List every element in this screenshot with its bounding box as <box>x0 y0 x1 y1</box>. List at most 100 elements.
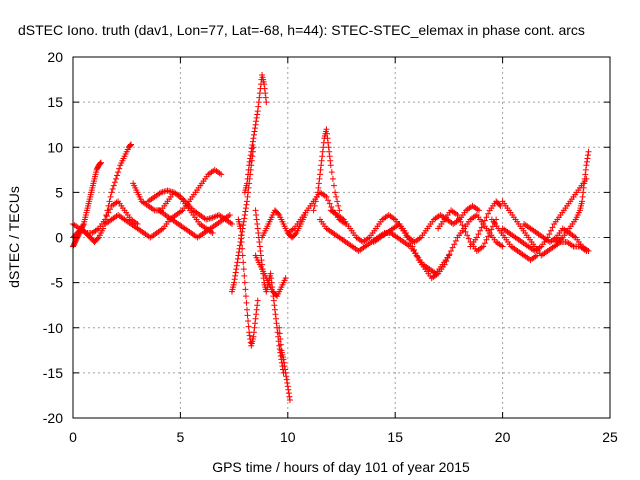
data-point <box>491 219 498 226</box>
data-point <box>327 162 334 169</box>
data-point <box>241 215 248 222</box>
data-point <box>209 229 216 236</box>
data-point <box>485 233 492 240</box>
data-point <box>581 180 588 187</box>
data-point <box>275 210 282 217</box>
data-point <box>582 171 589 178</box>
data-point <box>547 227 554 234</box>
y-tick-label: -5 <box>51 275 64 291</box>
data-point <box>107 206 114 213</box>
data-point <box>252 207 259 214</box>
data-point <box>97 160 104 167</box>
x-tick-label: 15 <box>387 429 403 445</box>
data-point <box>324 130 331 137</box>
data-point <box>312 198 319 205</box>
y-tick-label: 5 <box>55 184 63 200</box>
data-point <box>414 253 421 260</box>
chart-title: dSTEC Iono. truth (dav1, Lon=77, Lat=-68… <box>18 22 585 38</box>
data-point <box>579 198 586 205</box>
data-point <box>253 114 260 121</box>
data-point <box>234 255 241 262</box>
data-point <box>232 272 239 279</box>
data-point <box>249 141 256 148</box>
data-point <box>451 241 458 248</box>
data-point <box>454 211 461 218</box>
data-point <box>549 224 556 231</box>
data-point <box>583 158 590 165</box>
data-point <box>250 333 257 340</box>
data-point <box>255 103 262 110</box>
data-point <box>496 201 503 208</box>
data-point <box>218 171 225 178</box>
data-point <box>246 162 253 169</box>
data-point <box>271 302 278 309</box>
data-point <box>580 184 587 191</box>
data-point <box>582 166 589 173</box>
data-point <box>475 231 482 238</box>
data-point <box>254 220 261 227</box>
data-point <box>97 159 104 166</box>
data-point <box>249 138 256 145</box>
data-point <box>318 157 325 164</box>
data-point <box>107 193 114 200</box>
data-point <box>127 141 134 148</box>
data-point <box>244 312 251 319</box>
data-point <box>246 158 253 165</box>
data-point <box>243 198 250 205</box>
data-point <box>313 193 320 200</box>
data-point <box>316 175 323 182</box>
data-point <box>319 148 326 155</box>
data-point <box>257 248 264 255</box>
data-point <box>127 142 134 149</box>
y-tick-label: -15 <box>43 365 63 381</box>
data-point <box>248 148 255 155</box>
data-point <box>114 172 121 179</box>
data-point <box>315 184 322 191</box>
data-point <box>483 214 490 221</box>
data-point <box>257 252 264 259</box>
data-point <box>245 166 252 173</box>
data-point <box>243 201 250 208</box>
data-point <box>231 279 238 286</box>
data-point <box>254 225 261 232</box>
data-point <box>241 279 248 286</box>
data-point <box>402 229 409 236</box>
data-point <box>253 211 260 218</box>
data-point <box>282 369 289 376</box>
data-point <box>247 152 254 159</box>
data-point <box>448 248 455 255</box>
data-point <box>234 259 241 266</box>
data-point <box>262 94 269 101</box>
data-point <box>103 213 110 220</box>
data-point <box>324 135 331 142</box>
data-point <box>465 235 472 242</box>
y-tick-label: 10 <box>47 139 63 155</box>
data-point <box>475 207 482 214</box>
data-point <box>581 175 588 182</box>
data-point <box>280 356 287 363</box>
data-point <box>105 209 112 216</box>
data-point <box>317 171 324 178</box>
data-point <box>242 208 249 215</box>
data-point <box>226 211 233 218</box>
data-point <box>108 189 115 196</box>
data-point <box>452 237 459 244</box>
data-point <box>404 233 411 240</box>
data-point <box>253 216 260 223</box>
data-point <box>460 225 467 232</box>
data-point <box>327 157 334 164</box>
data-point <box>115 169 122 176</box>
data-point <box>480 220 487 227</box>
x-axis-label: GPS time / hours of day 101 of year 2015 <box>212 459 470 475</box>
data-point <box>284 383 291 390</box>
data-point <box>256 239 263 246</box>
data-point <box>80 222 87 229</box>
data-point <box>243 180 250 187</box>
data-point <box>480 243 487 250</box>
data-point <box>261 81 268 88</box>
data-point <box>325 144 332 151</box>
data-point <box>239 228 246 235</box>
data-point <box>317 166 324 173</box>
data-point <box>237 242 244 249</box>
